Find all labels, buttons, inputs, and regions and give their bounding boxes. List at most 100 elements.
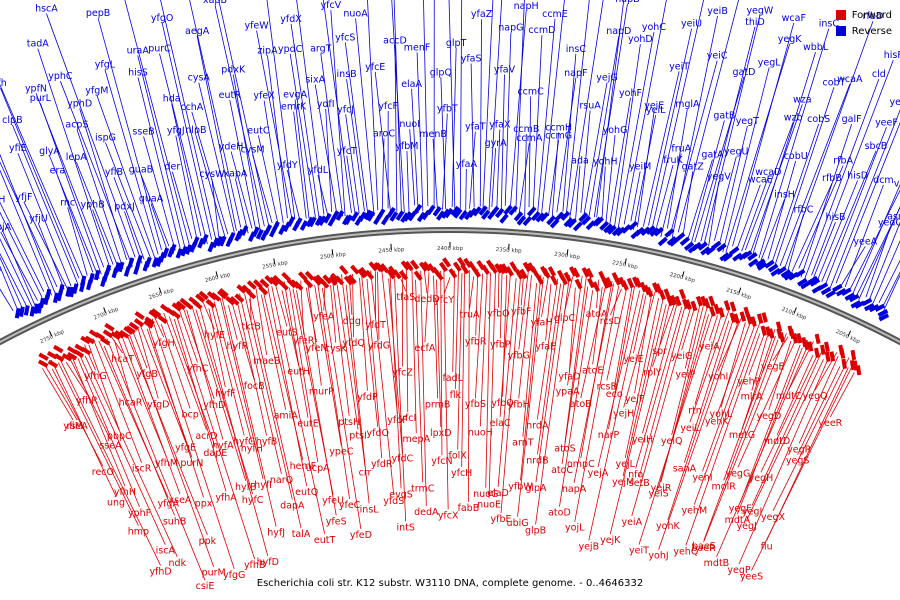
gene-label[interactable]: yfgM	[85, 85, 108, 96]
gene-label[interactable]: yegK	[778, 34, 802, 45]
gene-label[interactable]: yfaV	[494, 65, 516, 76]
gene-label[interactable]: flu	[761, 541, 773, 552]
gene-label[interactable]: murP	[309, 387, 334, 398]
gene-label[interactable]: hyfH	[241, 443, 263, 454]
gene-label[interactable]: yfdG	[368, 341, 390, 352]
gene-label[interactable]: mlrA	[741, 392, 764, 403]
gene-label[interactable]: tktB	[241, 322, 260, 333]
gene-label[interactable]: hyfF	[215, 388, 235, 399]
gene-label[interactable]: crr	[359, 468, 372, 479]
gene-label[interactable]: napG	[498, 23, 523, 34]
gene-label[interactable]: recO	[92, 467, 114, 478]
gene-label[interactable]: yohK	[656, 521, 680, 532]
gene-label[interactable]: sbcB	[865, 141, 888, 152]
gene-label[interactable]: yfcS	[335, 32, 355, 43]
gene-label[interactable]: elaA	[401, 79, 422, 90]
gene-label[interactable]: yfeC	[339, 500, 361, 511]
gene-label[interactable]: gatB	[713, 110, 735, 121]
gene-label[interactable]: rtn	[688, 405, 702, 416]
gene-label[interactable]: yfdR	[371, 459, 393, 470]
gene-label[interactable]: yfjH	[0, 195, 5, 206]
gene-label[interactable]: eutS	[276, 327, 298, 338]
gene-label[interactable]: yeiT	[669, 61, 689, 72]
gene-label[interactable]: yojL	[565, 523, 585, 534]
gene-label[interactable]: ccmH	[545, 122, 572, 133]
gene-label[interactable]: yfjU	[29, 214, 48, 225]
gene-label[interactable]: csiE	[196, 581, 215, 592]
gene-label[interactable]: ccmA	[516, 133, 543, 144]
gene-label[interactable]: hyfI	[254, 480, 272, 491]
gene-label[interactable]: xapB	[203, 0, 227, 6]
gene-label[interactable]: iscR	[132, 464, 152, 475]
gene-label[interactable]: yfiE	[9, 143, 27, 154]
gene-label[interactable]: yfdO	[366, 428, 388, 439]
gene-label[interactable]: yegF	[729, 504, 752, 515]
gene-label[interactable]: hscA	[35, 4, 58, 15]
gene-label[interactable]: hcaT	[111, 354, 134, 365]
gene-label[interactable]: der	[164, 162, 180, 173]
gene-label[interactable]: yeiB	[707, 6, 728, 17]
gene-label[interactable]: yeiM	[629, 161, 651, 172]
gene-label[interactable]: insC	[566, 44, 587, 55]
gene-label[interactable]: yfhG	[84, 371, 106, 382]
gene-label[interactable]: eutE	[297, 419, 319, 430]
gene-label[interactable]: yfbH	[508, 400, 530, 411]
gene-label[interactable]: insC	[819, 19, 840, 30]
gene-label[interactable]: mdtA	[725, 515, 751, 526]
gene-label[interactable]: yfgD	[147, 399, 169, 410]
gene-label[interactable]: yeeF	[875, 117, 898, 128]
gene-label[interactable]: purM	[202, 568, 226, 579]
gene-label[interactable]: sixA	[305, 75, 325, 86]
gene-label[interactable]: folX	[449, 451, 468, 462]
gene-label[interactable]: yfeU	[322, 496, 344, 507]
gene-label[interactable]: sseA	[99, 441, 122, 452]
gene-label[interactable]: rseA	[67, 421, 89, 432]
gene-label[interactable]: eutH	[287, 366, 310, 377]
gene-label[interactable]: galF	[842, 114, 862, 125]
gene-label[interactable]: wza	[793, 94, 812, 105]
gene-label[interactable]: yfhB	[244, 560, 266, 571]
gene-label[interactable]: yfbF	[511, 306, 531, 317]
gene-label[interactable]: amiA	[274, 411, 299, 422]
gene-label[interactable]: rfbC	[794, 204, 814, 215]
gene-label[interactable]: yfgG	[223, 570, 245, 581]
gene-label[interactable]: ypjB	[0, 264, 1, 275]
gene-label[interactable]: atoE	[582, 365, 603, 376]
gene-label[interactable]: mdtD	[764, 436, 790, 447]
gene-label[interactable]: yeeS	[740, 572, 763, 583]
gene-label[interactable]: fruK	[663, 155, 683, 166]
gene-label[interactable]: aroC	[373, 128, 395, 139]
gene-label[interactable]: yfbG	[508, 351, 530, 362]
gene-label[interactable]: yegE	[761, 362, 785, 373]
gene-label[interactable]: glpT	[446, 38, 467, 49]
gene-label[interactable]: wcaE	[748, 175, 773, 186]
gene-label[interactable]: yfdL	[308, 165, 329, 176]
gene-label[interactable]: yfdP	[357, 392, 378, 403]
gene-label[interactable]: yeiL	[680, 423, 700, 434]
gene-label[interactable]: yegL	[758, 57, 781, 68]
gene-label[interactable]: pdxK	[221, 64, 246, 75]
gene-label[interactable]: yeiS	[649, 488, 669, 499]
gene-label[interactable]: nuoG	[473, 489, 498, 500]
gene-label[interactable]: ubiG	[507, 518, 529, 529]
gene-label[interactable]: baeS	[692, 541, 716, 552]
gene-label[interactable]: yfaZ	[471, 9, 493, 20]
gene-label[interactable]: ydfI	[317, 99, 335, 110]
gene-label[interactable]: yfaA	[456, 159, 478, 170]
gene-label[interactable]: pepB	[86, 8, 110, 19]
gene-label[interactable]: yfbS	[465, 399, 486, 410]
gene-label[interactable]: emrK	[281, 102, 307, 113]
gene-label[interactable]: glpB	[525, 525, 546, 536]
gene-label[interactable]: yphF	[128, 508, 151, 519]
gene-label[interactable]: aegA	[185, 26, 210, 37]
gene-label[interactable]: napH	[514, 1, 539, 12]
gene-label[interactable]: ispG	[95, 133, 116, 144]
gene-label[interactable]: yfbM	[395, 141, 418, 152]
gene-label[interactable]: yfeR	[293, 336, 315, 347]
gene-label[interactable]: yfcX	[438, 510, 459, 521]
gene-label[interactable]: yeiG	[671, 351, 692, 362]
gene-label[interactable]: gyrA	[485, 138, 508, 149]
gene-label[interactable]: yohJ	[648, 551, 668, 562]
gene-label[interactable]: yehQ	[673, 547, 698, 558]
gene-label[interactable]: yfaS	[461, 54, 482, 65]
